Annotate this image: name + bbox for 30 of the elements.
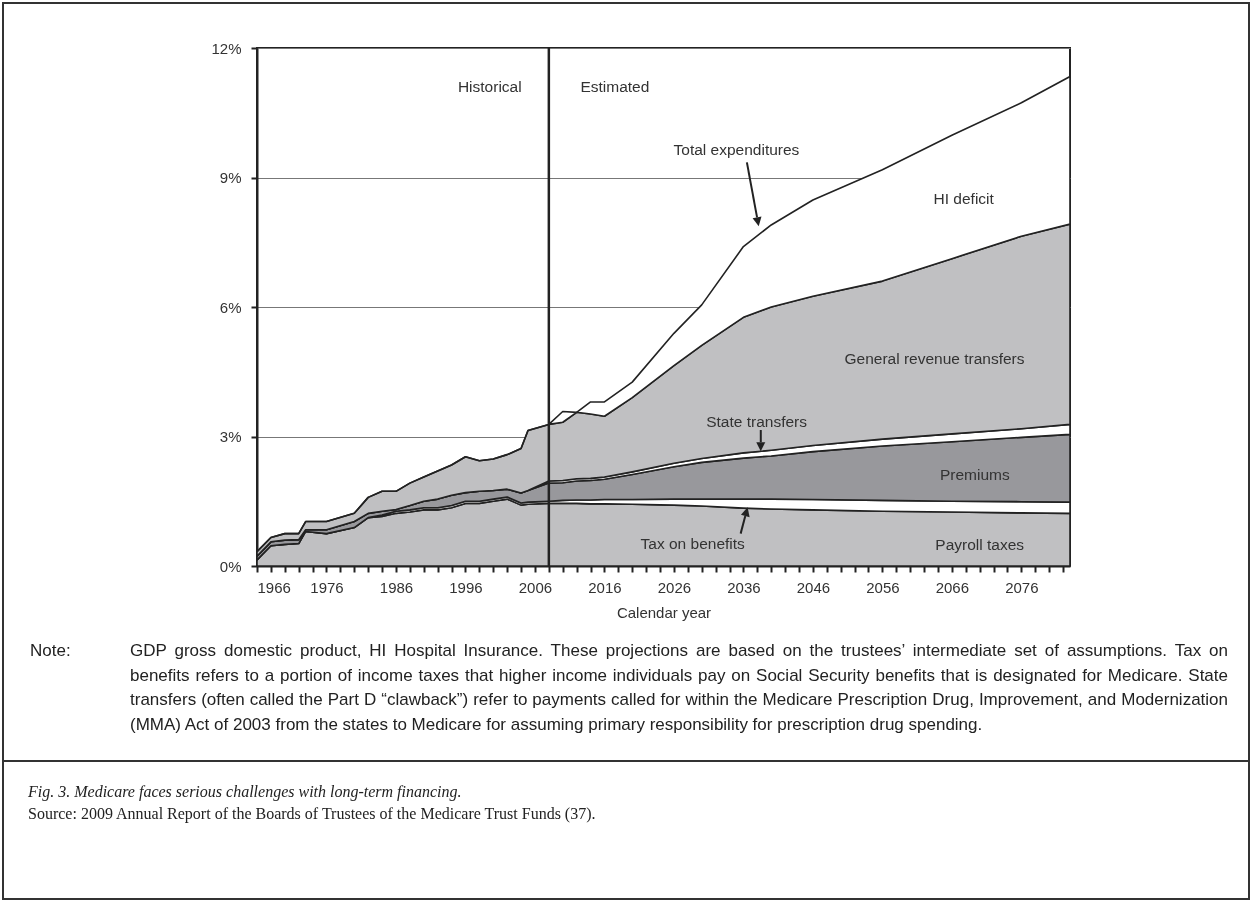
x-tick-label: 1996 (449, 578, 483, 596)
x-tick-label: 2006 (518, 578, 553, 596)
x-tick-label: 2046 (796, 578, 831, 596)
x-tick-label: 2076 (1005, 578, 1039, 596)
series-label: State transfers (706, 412, 808, 430)
series-label: Payroll taxes (935, 535, 1025, 553)
x-tick-label: 2016 (588, 578, 622, 596)
y-tick-label: 6% (219, 298, 242, 316)
x-tick-label: 1976 (310, 578, 344, 596)
source-note: Source: 2009 Annual Report of the Boards of Trustees of the Medicare Trust Funds (37). (28, 805, 596, 823)
x-tick-label: 2066 (935, 578, 970, 596)
x-axis-title: Calendar year (616, 603, 712, 621)
text: Fig. 3. Medicare faces serious challenges with long-term financing. (28, 783, 463, 801)
annotation: Historical (457, 77, 522, 95)
x-tick-label: 2056 (866, 578, 900, 596)
text: Note: GDP gross domestic product, HI Hospital Insurance. These projections are based on the trustees’ intermediate set of assumptions. Tax on benefits refers to a portion of income taxes that higher income individuals pay on Social Security benefits that is designated for Medicare. State transfers (often called the Part D “clawback”) refer to payments called for within the Medicare Prescription Drug, Improvement, and Modernization (MMA) Act of 2003 from the states to Medicare for assuming primary responsibility for prescription drug spending. (30, 641, 1228, 734)
series-label: Premiums (939, 466, 1010, 484)
annotation: Estimated (580, 77, 650, 95)
y-tick-label: 3% (219, 428, 242, 445)
x-tick-label: 2026 (657, 578, 692, 596)
y-tick-label: 9% (219, 169, 242, 186)
x-tick-label: 1966 (257, 578, 291, 596)
x-tick-label: 2036 (727, 578, 761, 596)
series-label: General revenue transfers (844, 349, 1025, 367)
y-tick-label: 12% (211, 39, 242, 57)
series-label: HI deficit (933, 190, 995, 208)
annotation: Total expenditures (673, 141, 800, 159)
y-tick-label: 0% (219, 557, 242, 575)
legend-label: Tax on benefits (640, 534, 746, 552)
x-tick-label: 1986 (379, 578, 414, 596)
